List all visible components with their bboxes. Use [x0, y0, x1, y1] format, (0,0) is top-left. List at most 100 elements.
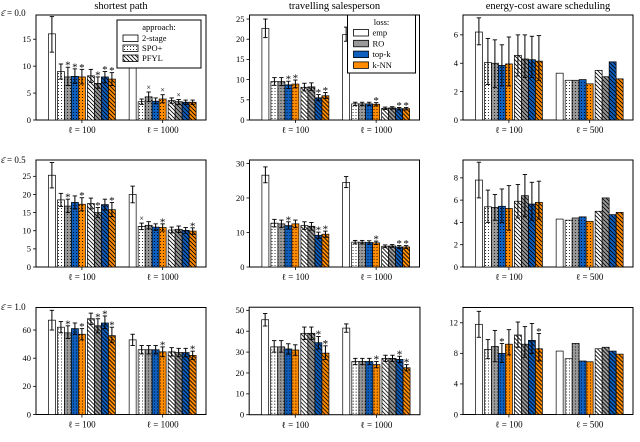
bar-chart: energy-cost aware scheduling 0 2 4 6 ℓ = 100 ℓ…: [454, 1, 634, 135]
y-tick-label: 0: [240, 262, 244, 272]
x-group-label: ℓ = 100: [282, 420, 310, 430]
significance-mark: *: [373, 234, 379, 246]
x-group-label: ℓ = 100: [495, 420, 523, 430]
y-tick-label: 20: [236, 368, 245, 378]
subplot-travelling-salesperson-eps1: 0 10 20 30 40 50 ℓ = 100 * * ℓ = 1000 * * *: [213, 294, 427, 442]
y-tick-label: 60: [23, 325, 32, 335]
significance-mark: *: [79, 190, 85, 202]
x-group-label: ℓ = 1000: [147, 272, 179, 282]
y-tick-label: 5: [27, 244, 31, 254]
y-tick-label: 8: [454, 348, 458, 358]
x-group-label: ℓ = 1000: [360, 420, 392, 430]
subplot-travelling-salesperson-eps0: travelling salesperson 0 5 10 15 20 25 ℓ = 100 *…: [213, 0, 427, 147]
significance-mark: ×: [139, 214, 144, 223]
significance-mark: *: [95, 311, 101, 323]
x-group-label: ℓ = 500: [576, 125, 604, 135]
row-label-eps-0.0: ε̄ = 0.0: [1, 8, 26, 18]
y-tick-label: 5: [240, 95, 244, 105]
subplot-energy-cost-scheduling-eps0: energy-cost aware scheduling 0 2 4 6 ℓ = 100 ℓ…: [427, 0, 640, 147]
y-tick-label: 5: [27, 88, 31, 98]
significance-mark: *: [499, 336, 505, 348]
legend-loss-title: loss:: [374, 17, 390, 27]
x-group-label: ℓ = 100: [495, 125, 523, 135]
significance-mark: *: [323, 338, 329, 350]
y-tick-label: 0: [454, 409, 458, 419]
x-group-label: ℓ = 100: [282, 125, 310, 135]
y-tick-label: 20: [23, 381, 32, 391]
bar-2-stage-emp: [128, 194, 137, 268]
y-tick-label: 20: [236, 193, 245, 203]
x-group-label: ℓ = 100: [68, 272, 96, 282]
y-tick-label: 12: [450, 318, 459, 328]
y-tick-label: 15: [23, 207, 32, 217]
bar-2-stage-emp: [261, 27, 270, 121]
significance-mark: *: [95, 69, 101, 81]
significance-mark: *: [396, 100, 402, 112]
significance-mark: *: [316, 329, 322, 341]
y-tick-label: 30: [236, 158, 245, 168]
significance-mark: *: [65, 318, 71, 330]
significance-mark: *: [536, 326, 542, 338]
subplot-title: energy-cost aware scheduling: [486, 1, 611, 12]
x-group-label: ℓ = 100: [282, 272, 310, 282]
significance-mark: *: [109, 65, 115, 77]
subplot-title: shortest path: [94, 1, 148, 12]
y-tick-label: 10: [23, 226, 32, 236]
x-group-label: ℓ = 500: [576, 272, 604, 282]
y-tick-label: 30: [236, 347, 245, 357]
significance-mark: *: [160, 216, 166, 228]
significance-mark: *: [109, 320, 115, 332]
significance-mark: *: [102, 64, 108, 76]
significance-mark: *: [65, 60, 71, 72]
significance-mark: *: [373, 95, 379, 107]
y-tick-label: 0: [27, 262, 31, 272]
y-tick-label: 20: [23, 189, 32, 199]
row-label-eps-0.5: ε̄ = 0.5: [1, 155, 26, 165]
significance-mark: *: [286, 74, 292, 86]
significance-mark: *: [404, 357, 410, 369]
significance-mark: ×: [176, 91, 181, 100]
legend-approach-item: SPO+: [142, 43, 163, 53]
x-group-label: ℓ = 100: [68, 420, 96, 430]
bar-2-stage-emp: [48, 174, 56, 268]
y-tick-label: 0: [454, 115, 458, 125]
y-tick-label: 0: [240, 410, 244, 420]
significance-mark: *: [160, 339, 166, 351]
y-tick-label: 4: [454, 379, 459, 389]
y-tick-label: 10: [23, 61, 32, 71]
x-group-label: ℓ = 1000: [360, 125, 392, 135]
y-tick-label: 0: [240, 115, 244, 125]
significance-mark: *: [109, 195, 115, 207]
y-tick-label: 50: [236, 305, 245, 315]
significance-mark: *: [95, 200, 101, 212]
bar-2-stage-emp: [342, 182, 350, 268]
y-tick-label: 2: [454, 240, 458, 250]
significance-mark: *: [293, 73, 299, 85]
y-tick-label: 6: [454, 30, 458, 40]
significance-mark: *: [374, 354, 380, 366]
legend-loss-item: top-k: [373, 49, 392, 59]
x-group-label: ℓ = 100: [68, 125, 96, 135]
bar-2-stage-emp: [261, 174, 270, 268]
legend-approach-item: PFYL: [142, 53, 163, 63]
bar-chart: 0 4 8 12 ℓ = 100 * * ℓ = 500: [450, 307, 634, 430]
bar-2-stage-emp: [342, 327, 351, 416]
significance-mark: ×: [146, 83, 151, 92]
significance-mark: ×: [160, 86, 165, 95]
bar-chart: travelling salesperson 0 5 10 15 20 25 ℓ = 100 *…: [236, 1, 420, 135]
significance-mark: *: [79, 62, 85, 74]
y-tick-label: 10: [236, 227, 245, 237]
bar-2-stage-emp: [475, 323, 483, 415]
significance-mark: *: [403, 100, 409, 112]
subplot-title: travelling salesperson: [289, 1, 381, 12]
y-tick-label: 4: [454, 58, 459, 68]
y-tick-label: 20: [236, 34, 245, 44]
y-tick-label: 2: [454, 86, 458, 96]
significance-mark: *: [190, 220, 196, 232]
significance-mark: *: [79, 321, 85, 333]
x-group-label: ℓ = 1000: [147, 420, 179, 430]
significance-mark: *: [397, 349, 403, 361]
subplot-shortest-path-eps0: shortest path 0 5 10 15 ℓ = 100 * * * * * * ℓ = 1000…: [0, 0, 213, 147]
